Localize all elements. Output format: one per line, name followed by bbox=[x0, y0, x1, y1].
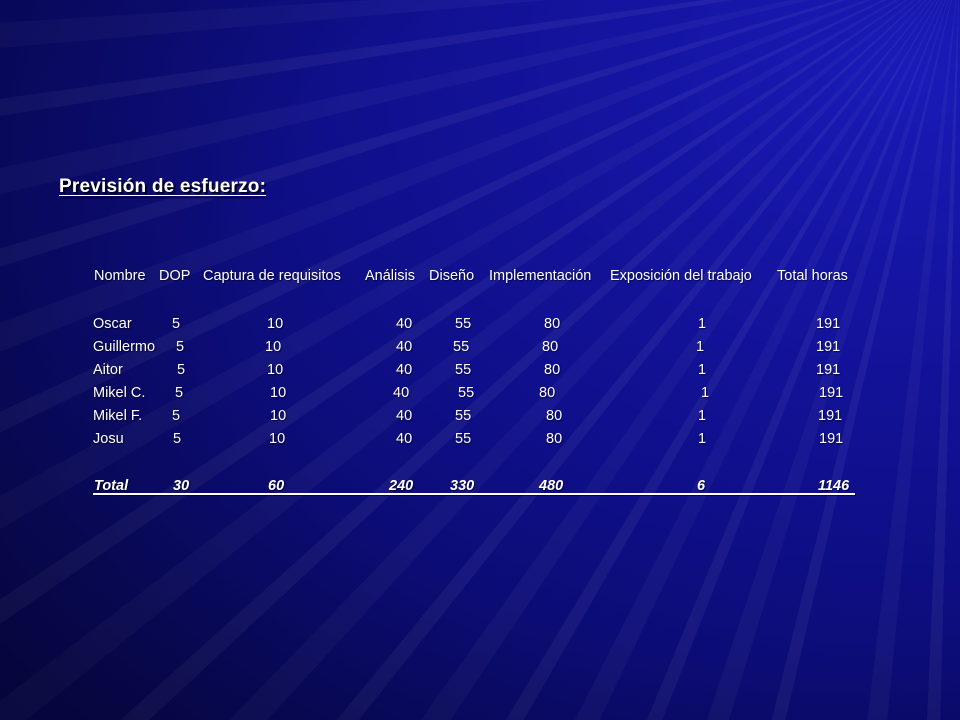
cell-total: 191 bbox=[816, 362, 841, 378]
cell-nombre: Guillermo bbox=[93, 339, 156, 355]
table-row: Aitor 5 10 40 55 80 1 191 bbox=[0, 362, 960, 382]
cell-nombre: Aitor bbox=[93, 362, 123, 378]
cell-dop: 5 bbox=[175, 385, 184, 401]
total-dop: 30 bbox=[173, 478, 190, 494]
cell-diseno: 55 bbox=[455, 362, 472, 378]
cell-nombre: Mikel C. bbox=[93, 385, 146, 401]
cell-captura: 10 bbox=[270, 385, 287, 401]
cell-total: 191 bbox=[818, 408, 843, 424]
cell-analisis: 40 bbox=[396, 316, 413, 332]
total-exposicion: 6 bbox=[697, 478, 706, 494]
cell-total: 191 bbox=[816, 339, 841, 355]
cell-nombre: Oscar bbox=[93, 316, 132, 332]
cell-implementacion: 80 bbox=[546, 431, 563, 447]
cell-nombre: Mikel F. bbox=[93, 408, 143, 424]
cell-diseno: 55 bbox=[453, 339, 470, 355]
cell-diseno: 55 bbox=[458, 385, 475, 401]
cell-captura: 10 bbox=[265, 339, 282, 355]
cell-dop: 5 bbox=[173, 431, 182, 447]
cell-total: 191 bbox=[819, 385, 844, 401]
cell-captura: 10 bbox=[269, 431, 286, 447]
cell-analisis: 40 bbox=[396, 431, 413, 447]
header-exposicion: Exposición del trabajo bbox=[610, 268, 752, 284]
cell-implementacion: 80 bbox=[539, 385, 556, 401]
header-total-horas: Total horas bbox=[777, 268, 848, 284]
cell-analisis: 40 bbox=[396, 408, 413, 424]
cell-dop: 5 bbox=[176, 339, 185, 355]
cell-analisis: 40 bbox=[393, 385, 410, 401]
cell-exposicion: 1 bbox=[696, 339, 705, 355]
table-header: Nombre DOP Captura de requisitos Análisi… bbox=[0, 268, 960, 288]
cell-implementacion: 80 bbox=[542, 339, 559, 355]
cell-exposicion: 1 bbox=[701, 385, 710, 401]
total-analisis: 240 bbox=[389, 478, 414, 494]
header-dop: DOP bbox=[159, 268, 191, 284]
cell-exposicion: 1 bbox=[698, 431, 707, 447]
cell-dop: 5 bbox=[172, 316, 181, 332]
cell-exposicion: 1 bbox=[698, 408, 707, 424]
total-horas: 1146 bbox=[818, 478, 850, 494]
cell-dop: 5 bbox=[177, 362, 186, 378]
cell-exposicion: 1 bbox=[698, 316, 707, 332]
cell-exposicion: 1 bbox=[698, 362, 707, 378]
header-captura: Captura de requisitos bbox=[203, 268, 341, 284]
slide-title: Previsión de esfuerzo: bbox=[59, 176, 267, 197]
cell-implementacion: 80 bbox=[544, 362, 561, 378]
table-row: Oscar 5 10 40 55 80 1 191 bbox=[0, 316, 960, 336]
header-diseno: Diseño bbox=[429, 268, 475, 284]
header-nombre: Nombre bbox=[94, 268, 146, 284]
cell-captura: 10 bbox=[270, 408, 287, 424]
cell-implementacion: 80 bbox=[544, 316, 561, 332]
total-label: Total bbox=[94, 478, 129, 494]
cell-diseno: 55 bbox=[455, 408, 472, 424]
total-implementacion: 480 bbox=[539, 478, 564, 494]
cell-captura: 10 bbox=[267, 316, 284, 332]
table-row: Guillermo 5 10 40 55 80 1 191 bbox=[0, 339, 960, 359]
cell-total: 191 bbox=[816, 316, 841, 332]
table-row: Josu 5 10 40 55 80 1 191 bbox=[0, 431, 960, 451]
total-diseno: 330 bbox=[450, 478, 475, 494]
cell-dop: 5 bbox=[172, 408, 181, 424]
total-captura: 60 bbox=[268, 478, 285, 494]
table-total-row: Total 30 60 240 330 480 6 1146 bbox=[0, 478, 960, 498]
table-row: Mikel F. 5 10 40 55 80 1 191 bbox=[0, 408, 960, 428]
cell-analisis: 40 bbox=[396, 339, 413, 355]
total-underline bbox=[93, 493, 855, 495]
table-row: Mikel C. 5 10 40 55 80 1 191 bbox=[0, 385, 960, 405]
cell-diseno: 55 bbox=[455, 316, 472, 332]
header-analisis: Análisis bbox=[365, 268, 415, 284]
cell-nombre: Josu bbox=[93, 431, 124, 447]
cell-captura: 10 bbox=[267, 362, 284, 378]
cell-analisis: 40 bbox=[396, 362, 413, 378]
cell-diseno: 55 bbox=[455, 431, 472, 447]
cell-total: 191 bbox=[819, 431, 844, 447]
cell-implementacion: 80 bbox=[546, 408, 563, 424]
header-implementacion: Implementación bbox=[489, 268, 592, 284]
